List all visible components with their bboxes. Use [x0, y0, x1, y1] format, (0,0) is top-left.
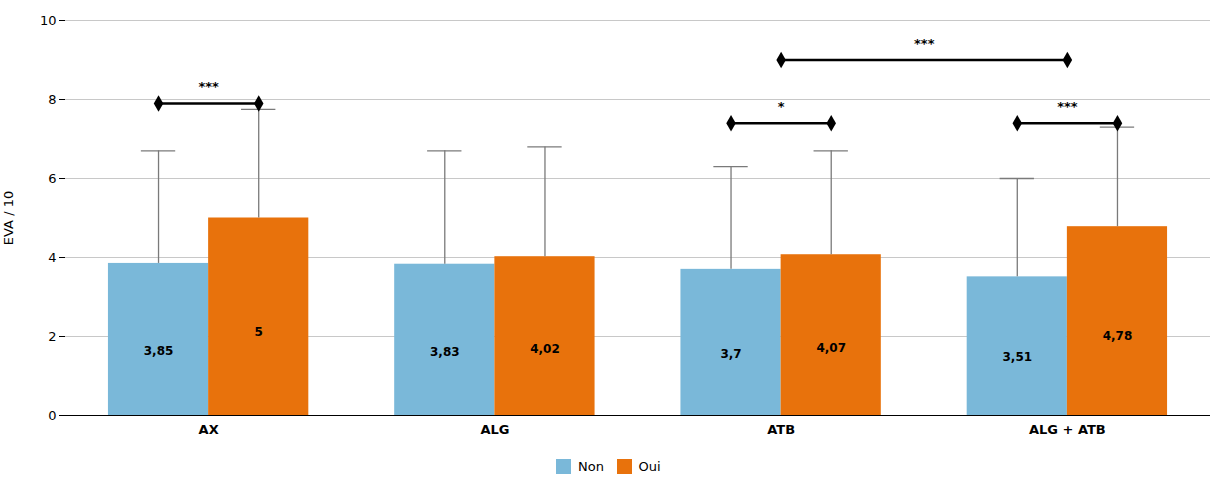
svg-text:4,07: 4,07 — [816, 341, 846, 355]
svg-text:8: 8 — [48, 92, 56, 107]
svg-text:5: 5 — [255, 325, 263, 339]
html-text:Oui: Oui — [638, 459, 661, 474]
svg-text:***: *** — [1057, 99, 1078, 114]
svg-text:ALG + ATB: ALG + ATB — [1029, 422, 1106, 437]
svg-text:4,02: 4,02 — [530, 342, 560, 356]
svg-text:EVA / 10: EVA / 10 — [1, 191, 16, 245]
svg-text:AX: AX — [199, 422, 219, 437]
svg-text:*: * — [778, 99, 785, 114]
svg-text:3,83: 3,83 — [430, 345, 460, 359]
svg-text:ATB: ATB — [767, 422, 795, 437]
svg-text:6: 6 — [48, 171, 56, 186]
svg-text:3,85: 3,85 — [144, 344, 174, 358]
html-text:Non: Non — [578, 459, 604, 474]
svg-text:3,7: 3,7 — [720, 347, 741, 361]
svg-text:0: 0 — [48, 408, 56, 423]
svg-text:4: 4 — [48, 250, 56, 265]
svg-text:10: 10 — [40, 13, 57, 28]
svg-text:4,78: 4,78 — [1103, 329, 1133, 343]
svg-text:ALG: ALG — [480, 422, 509, 437]
svg-text:3,51: 3,51 — [1002, 350, 1032, 364]
svg-text:2: 2 — [48, 329, 56, 344]
svg-text:***: *** — [914, 36, 935, 51]
svg-text:***: *** — [198, 79, 219, 94]
